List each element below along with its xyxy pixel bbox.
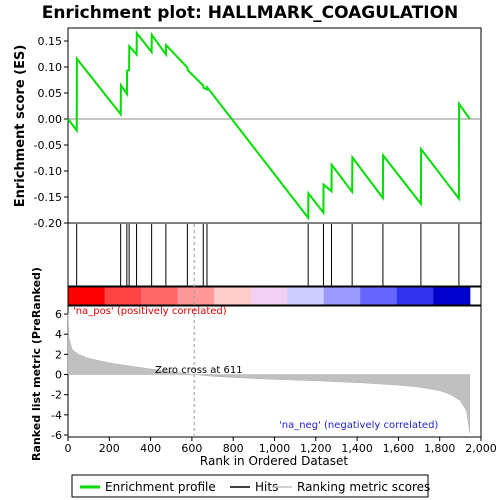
heat-segment [360, 287, 398, 305]
rank-tick-label: -2 [51, 389, 62, 402]
rank-metric-panel: 6 4 2 0 -2 -4 -6 'na_pos' (positively correlat… [30, 224, 482, 461]
hits-panel-frame [67, 222, 482, 287]
rank-tick-label: -4 [51, 409, 62, 422]
positive-correlation-label: 'na_pos' (positively correlated) [73, 306, 227, 317]
x-axis-label: Rank in Ordered Dataset [200, 454, 348, 468]
legend-frame [71, 474, 429, 498]
es-y-axis: 0.15 0.10 0.05 0.00 -0.05 -0.10 -0.15 -0.20 [34, 35, 68, 230]
x-tick-label: 800 [223, 442, 244, 455]
es-panel-frame [67, 27, 482, 224]
x-tick-label: 2,000 [465, 442, 497, 455]
chart-title: Enrichment plot: HALLMARK_COAGULATION [42, 3, 459, 23]
heat-segment [68, 287, 106, 305]
x-tick-label: 200 [99, 442, 120, 455]
es-tick-label: -0.15 [34, 191, 62, 204]
rank-tick-label: 0 [55, 369, 62, 382]
x-tick-label: 1,200 [300, 442, 332, 455]
heat-segment [396, 287, 434, 305]
heat-segment [250, 287, 288, 305]
x-tick-label: 0 [65, 442, 72, 455]
negative-correlation-label: 'na_neg' (negatively correlated) [279, 420, 438, 431]
heat-segment [323, 287, 361, 305]
x-tick-label: 1,600 [383, 442, 415, 455]
heat-segment [104, 287, 142, 305]
heat-segment [141, 287, 179, 305]
heat-segment [214, 287, 252, 305]
x-tick-label: 600 [181, 442, 202, 455]
heat-segment [177, 287, 215, 305]
es-tick-label: 0.05 [38, 87, 63, 100]
es-tick-label: 0.10 [38, 61, 63, 74]
x-tick-label: 1,800 [424, 442, 456, 455]
heat-segment [287, 287, 325, 305]
es-tick-label: 0.00 [38, 113, 63, 126]
heat-bar-frame [67, 286, 482, 306]
enrichment-profile-line [67, 30, 471, 221]
rank-tick-label: 4 [55, 328, 62, 341]
rank-y-axis: 6 4 2 0 -2 -4 -6 [51, 308, 68, 442]
es-panel: 0.15 0.10 0.05 0.00 -0.05 -0.10 -0.15 -0.20 Enr… [13, 27, 482, 230]
ranking-metric-area [67, 313, 471, 434]
hits-panel [67, 222, 482, 287]
rank-y-label: Ranked list metric (PreRanked) [30, 267, 43, 461]
rank-tick-label: 2 [55, 348, 62, 361]
zero-cross-label: Zero cross at 611 [155, 365, 243, 376]
ranking-heat-bar [67, 286, 482, 306]
es-y-label: Enrichment score (ES) [13, 45, 28, 208]
es-tick-label: -0.05 [34, 139, 62, 152]
x-axis: 0 200 400 600 800 1,000 1,200 1,400 1,600 1,800 2,… [65, 437, 497, 455]
hits-markers [76, 224, 460, 286]
x-tick-label: 400 [140, 442, 161, 455]
legend-enrichment-label: Enrichment profile [105, 480, 216, 494]
rank-tick-label: -6 [51, 429, 62, 442]
heat-segment [433, 287, 471, 305]
es-tick-label: -0.20 [34, 217, 62, 230]
es-tick-label: -0.10 [34, 165, 62, 178]
x-tick-label: 1,000 [259, 442, 291, 455]
rank-tick-label: 6 [55, 308, 62, 321]
x-tick-label: 1,400 [341, 442, 373, 455]
es-tick-label: 0.15 [38, 35, 63, 48]
legend: Enrichment profile Hits Ranking metric s… [71, 474, 430, 498]
legend-hits-label: Hits [255, 480, 278, 494]
legend-ranking-label: Ranking metric scores [297, 480, 430, 494]
